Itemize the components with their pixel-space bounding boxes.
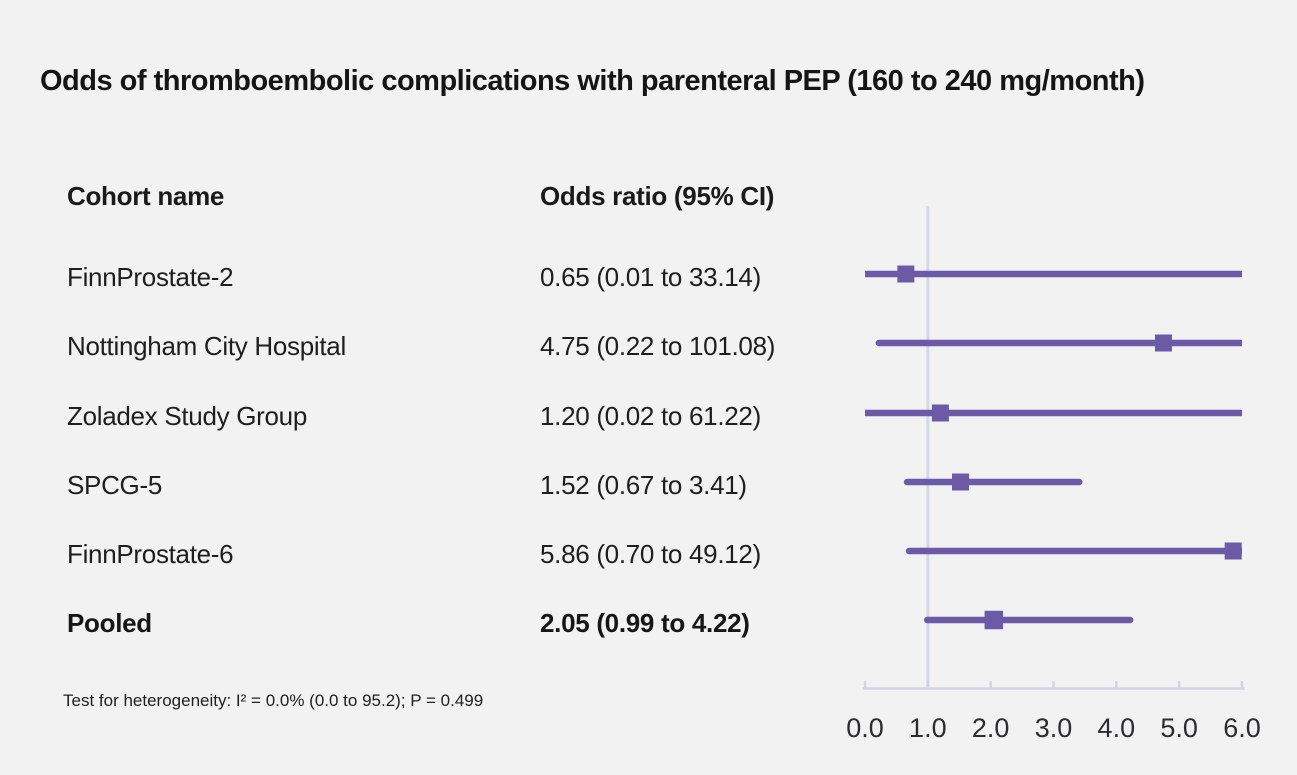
or-marker — [952, 473, 970, 491]
pooled-or-marker — [984, 610, 1004, 630]
column-header-cohort-name: Cohort name — [67, 181, 225, 211]
table-row: SPCG-5 1.52 (0.67 to 3.41) — [0, 469, 1297, 501]
odds-ratio-value: 0.65 (0.01 to 33.14) — [540, 262, 761, 292]
table-row: FinnProstate-2 0.65 (0.01 to 33.14) — [0, 261, 1297, 293]
axis-tick-label: 1.0 — [909, 713, 947, 743]
or-marker — [897, 265, 915, 283]
table-row: Zoladex Study Group 1.20 (0.02 to 61.22) — [0, 400, 1297, 432]
cohort-name: Pooled — [67, 608, 152, 638]
odds-ratio-value: 1.20 (0.02 to 61.22) — [540, 401, 761, 431]
column-header-odds-ratio: Odds ratio (95% CI) — [540, 181, 775, 211]
axis-tick-label: 4.0 — [1098, 713, 1136, 743]
odds-ratio-value: 5.86 (0.70 to 49.12) — [540, 539, 761, 569]
table-row: Nottingham City Hospital 4.75 (0.22 to 1… — [0, 330, 1297, 362]
axis-tick-label: 3.0 — [1035, 713, 1073, 743]
or-marker — [931, 404, 949, 422]
page-title: Odds of thromboembolic complications wit… — [40, 65, 1145, 97]
table-row: FinnProstate-6 5.86 (0.70 to 49.12) — [0, 538, 1297, 570]
cohort-name: FinnProstate-6 — [67, 539, 234, 569]
axis-tick-label: 5.0 — [1160, 713, 1198, 743]
cohort-name: FinnProstate-2 — [67, 262, 234, 292]
cohort-name: Zoladex Study Group — [67, 401, 307, 431]
axis-tick-label: 2.0 — [972, 713, 1010, 743]
or-marker — [1224, 542, 1242, 560]
odds-ratio-value: 2.05 (0.99 to 4.22) — [540, 608, 750, 638]
cohort-name: Nottingham City Hospital — [67, 331, 346, 361]
series-group — [865, 265, 1242, 630]
or-marker — [1154, 334, 1172, 352]
axis-tick-label: 0.0 — [846, 713, 884, 743]
cohort-name: SPCG-5 — [67, 470, 163, 500]
heterogeneity-footnote: Test for heterogeneity: I² = 0.0% (0.0 t… — [63, 691, 484, 710]
axis-tick-label: 6.0 — [1223, 713, 1261, 743]
odds-ratio-value: 1.52 (0.67 to 3.41) — [540, 470, 747, 500]
odds-ratio-value: 4.75 (0.22 to 101.08) — [540, 331, 776, 361]
table-row-pooled: Pooled 2.05 (0.99 to 4.22) — [0, 607, 1297, 639]
